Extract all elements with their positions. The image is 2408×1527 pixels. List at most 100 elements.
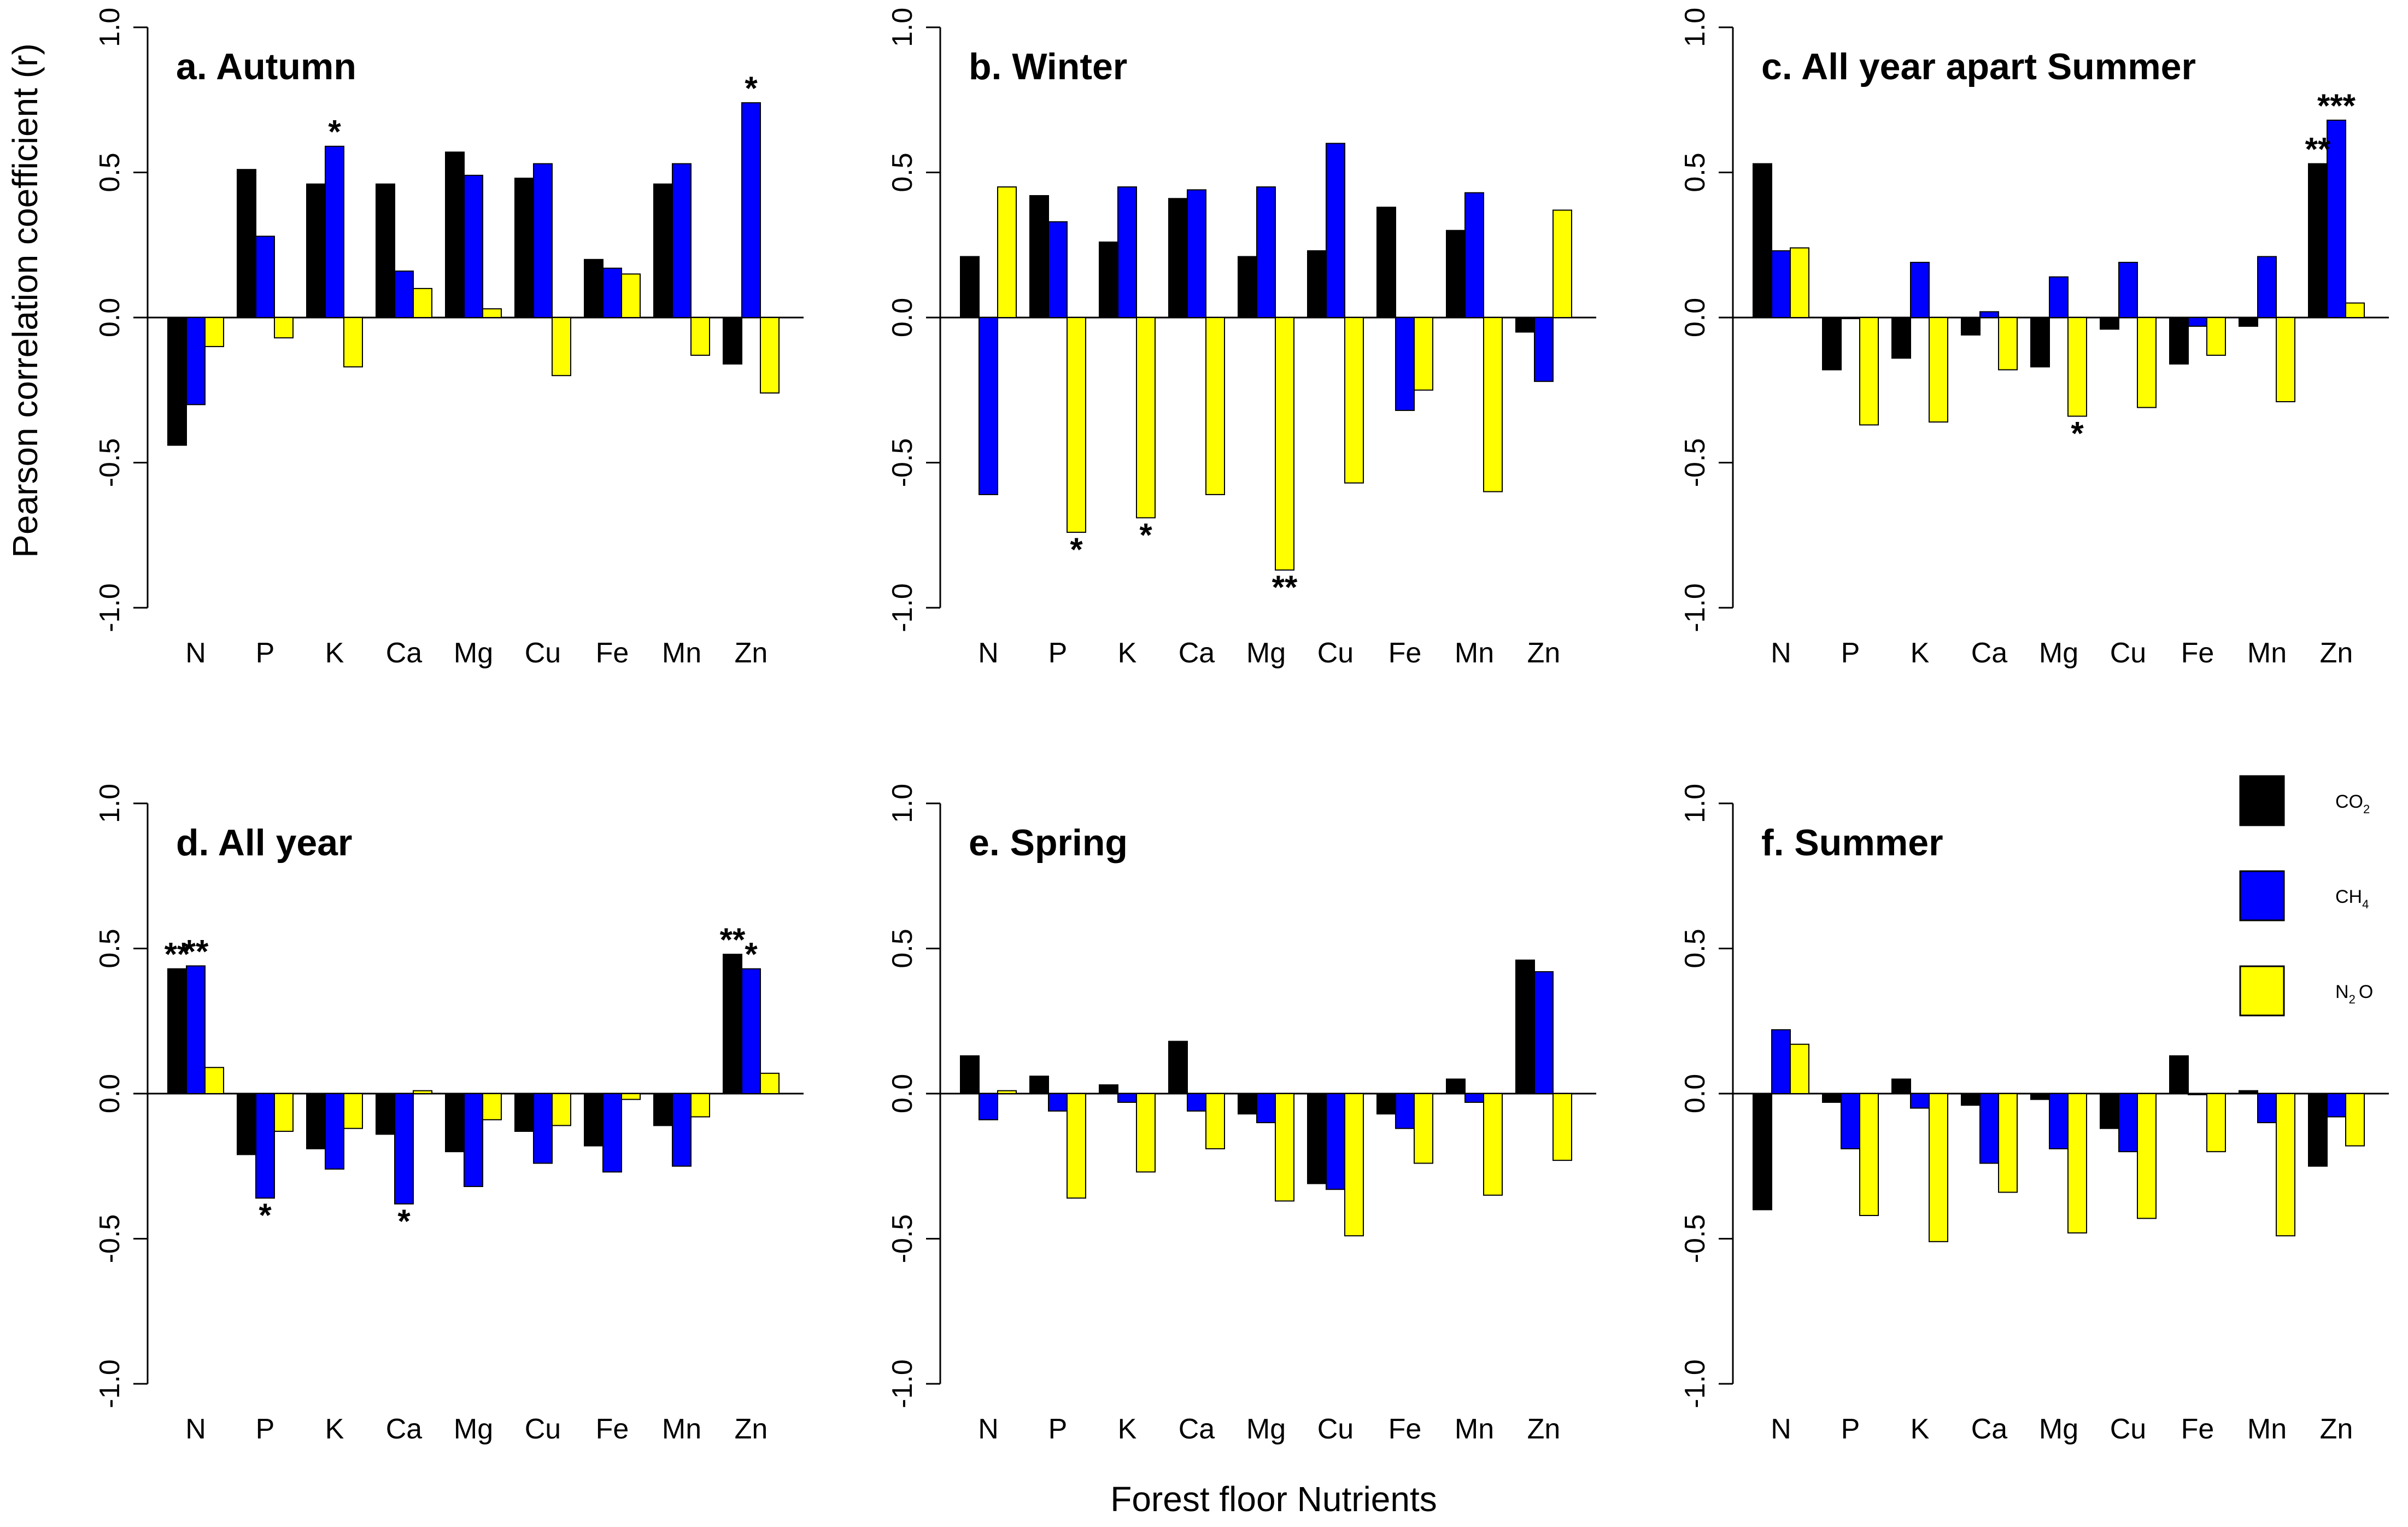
chart-panel: 1.0 0.5 0.0 -0.5 -1.0 N P K Ca Mg Cu Fe Mn Zn f. Summe… xyxy=(1679,784,2389,1445)
bar-p-co2 xyxy=(1029,195,1049,319)
bar-cu-ch4 xyxy=(533,1093,553,1164)
bar-p-n2o xyxy=(1859,317,1879,426)
bar-fe-ch4 xyxy=(602,267,622,319)
bar-cu-n2o xyxy=(1344,1093,1364,1237)
bar-n-n2o xyxy=(1790,247,1809,318)
bar-k-n2o xyxy=(1136,317,1156,519)
y-tick-label: -0.5 xyxy=(94,438,126,488)
x-tick-label: Zn xyxy=(735,637,768,669)
bar-zn-ch4 xyxy=(741,102,761,318)
significance-label: * xyxy=(745,70,758,107)
bar-fe-co2 xyxy=(2169,317,2189,365)
x-tick-label: Cu xyxy=(525,637,561,669)
chart-panel: 1.00.50.0-0.5-1.0N P K Ca Mg Cu Fe Mn Zn* ***b. W… xyxy=(887,8,1596,669)
bar-mg-co2 xyxy=(2030,317,2050,368)
bar-p-ch4 xyxy=(255,1093,275,1199)
bar-k-co2 xyxy=(1891,1078,1911,1094)
y-tick-label: 0.0 xyxy=(1679,1074,1711,1113)
x-tick-label: Mn xyxy=(2247,637,2287,669)
bar-p-co2 xyxy=(1822,317,1842,371)
bar-mg-co2 xyxy=(1238,256,1257,318)
x-tick-label: Cu xyxy=(2110,1413,2146,1445)
bar-ca-co2 xyxy=(1961,1093,1981,1106)
x-tick-label: Fe xyxy=(596,1413,629,1445)
bar-zn-co2 xyxy=(1515,317,1535,333)
significance-label: ** xyxy=(165,936,190,973)
x-tick-label: N xyxy=(185,1413,206,1445)
bar-k-n2o xyxy=(1136,1093,1156,1173)
significance-label: ** xyxy=(183,933,209,970)
x-tick-label: K xyxy=(1118,637,1137,669)
y-tick-label: 0.5 xyxy=(887,929,918,968)
bar-p-n2o xyxy=(1067,317,1086,533)
bar-zn-ch4 xyxy=(2327,119,2346,318)
legend-swatch xyxy=(2239,965,2285,1017)
legend-label: CH4 xyxy=(2335,886,2369,911)
bar-mg-ch4 xyxy=(1256,186,1276,318)
x-tick-label: P xyxy=(1048,637,1068,669)
bar-cu-ch4 xyxy=(1326,1093,1345,1190)
bar-fe-n2o xyxy=(2206,317,2226,356)
bar-cu-n2o xyxy=(1344,317,1364,484)
bar-n-n2o xyxy=(204,1067,224,1094)
bar-mg-ch4 xyxy=(464,1093,483,1187)
x-tick-label: Mg xyxy=(454,1413,493,1445)
bar-k-n2o xyxy=(1929,1093,1948,1242)
bar-n-ch4 xyxy=(186,965,206,1094)
panel-title: e. Spring xyxy=(969,822,1128,864)
x-tick-label: Mg xyxy=(1246,637,1286,669)
y-tick-label: -0.5 xyxy=(1679,438,1711,488)
bar-cu-ch4 xyxy=(2118,262,2138,318)
bar-fe-co2 xyxy=(1376,1093,1396,1115)
x-tick-label: Fe xyxy=(596,637,629,669)
bar-mg-ch4 xyxy=(464,174,483,318)
bar-ca-co2 xyxy=(1168,198,1188,319)
y-tick-label: 1.0 xyxy=(94,8,126,47)
bar-ca-ch4 xyxy=(394,271,414,319)
x-tick-label: Cu xyxy=(1317,637,1354,669)
bar-ca-ch4 xyxy=(1187,1093,1206,1112)
bar-k-ch4 xyxy=(1910,262,1930,318)
bar-cu-co2 xyxy=(1307,250,1327,318)
bar-n-co2 xyxy=(1753,163,1772,318)
bar-k-co2 xyxy=(306,1093,326,1149)
bar-fe-n2o xyxy=(1414,1093,1433,1164)
bar-n-co2 xyxy=(167,317,187,446)
bar-p-co2 xyxy=(1822,1093,1842,1103)
significance-label: * xyxy=(259,1197,272,1234)
x-tick-label: K xyxy=(1118,1413,1137,1445)
x-tick-label: P xyxy=(1841,637,1860,669)
bar-k-ch4 xyxy=(325,1093,344,1170)
bar-ca-ch4 xyxy=(394,1093,414,1205)
bar-mn-n2o xyxy=(2276,1093,2295,1237)
bar-mg-ch4 xyxy=(2049,276,2069,318)
bar-zn-ch4 xyxy=(2327,1093,2346,1118)
bar-zn-n2o xyxy=(1552,209,1572,318)
y-tick-label: -1.0 xyxy=(887,1359,918,1408)
x-tick-label: Mn xyxy=(1455,637,1494,669)
x-tick-label: Fe xyxy=(2181,637,2214,669)
bar-n-ch4 xyxy=(979,317,998,495)
bar-n-co2 xyxy=(167,968,187,1095)
chart-panel: 1.0 0.5 0.0 -0.5 -1.0 N P K Ca Mg Cu Fe Mn Zn e. Sprin… xyxy=(887,784,1596,1445)
legend: CO2 CH4 N2 O xyxy=(2239,775,2373,1017)
bar-p-n2o xyxy=(274,317,294,339)
x-axis-title: Forest floor Nutrients xyxy=(1110,1479,1437,1519)
x-tick-label: Cu xyxy=(2110,637,2146,669)
y-tick-label: 0.5 xyxy=(1679,152,1711,192)
bar-fe-n2o xyxy=(2206,1093,2226,1153)
bar-k-ch4 xyxy=(1117,186,1137,318)
bar-p-ch4 xyxy=(1048,221,1068,318)
bar-cu-n2o xyxy=(2137,1093,2157,1219)
bar-mn-n2o xyxy=(690,1093,710,1118)
x-tick-label: P xyxy=(256,637,275,669)
bar-mg-n2o xyxy=(482,1093,502,1120)
bar-mg-ch4 xyxy=(2049,1093,2069,1149)
y-tick-label: 1.0 xyxy=(1679,784,1711,823)
x-tick-label: K xyxy=(325,1413,344,1445)
bar-mn-co2 xyxy=(1446,230,1466,319)
x-tick-label: P xyxy=(1841,1413,1860,1445)
y-tick-label: 0.0 xyxy=(887,1074,918,1113)
bar-mn-co2 xyxy=(2239,317,2258,327)
bar-ca-n2o xyxy=(1998,1093,2018,1193)
